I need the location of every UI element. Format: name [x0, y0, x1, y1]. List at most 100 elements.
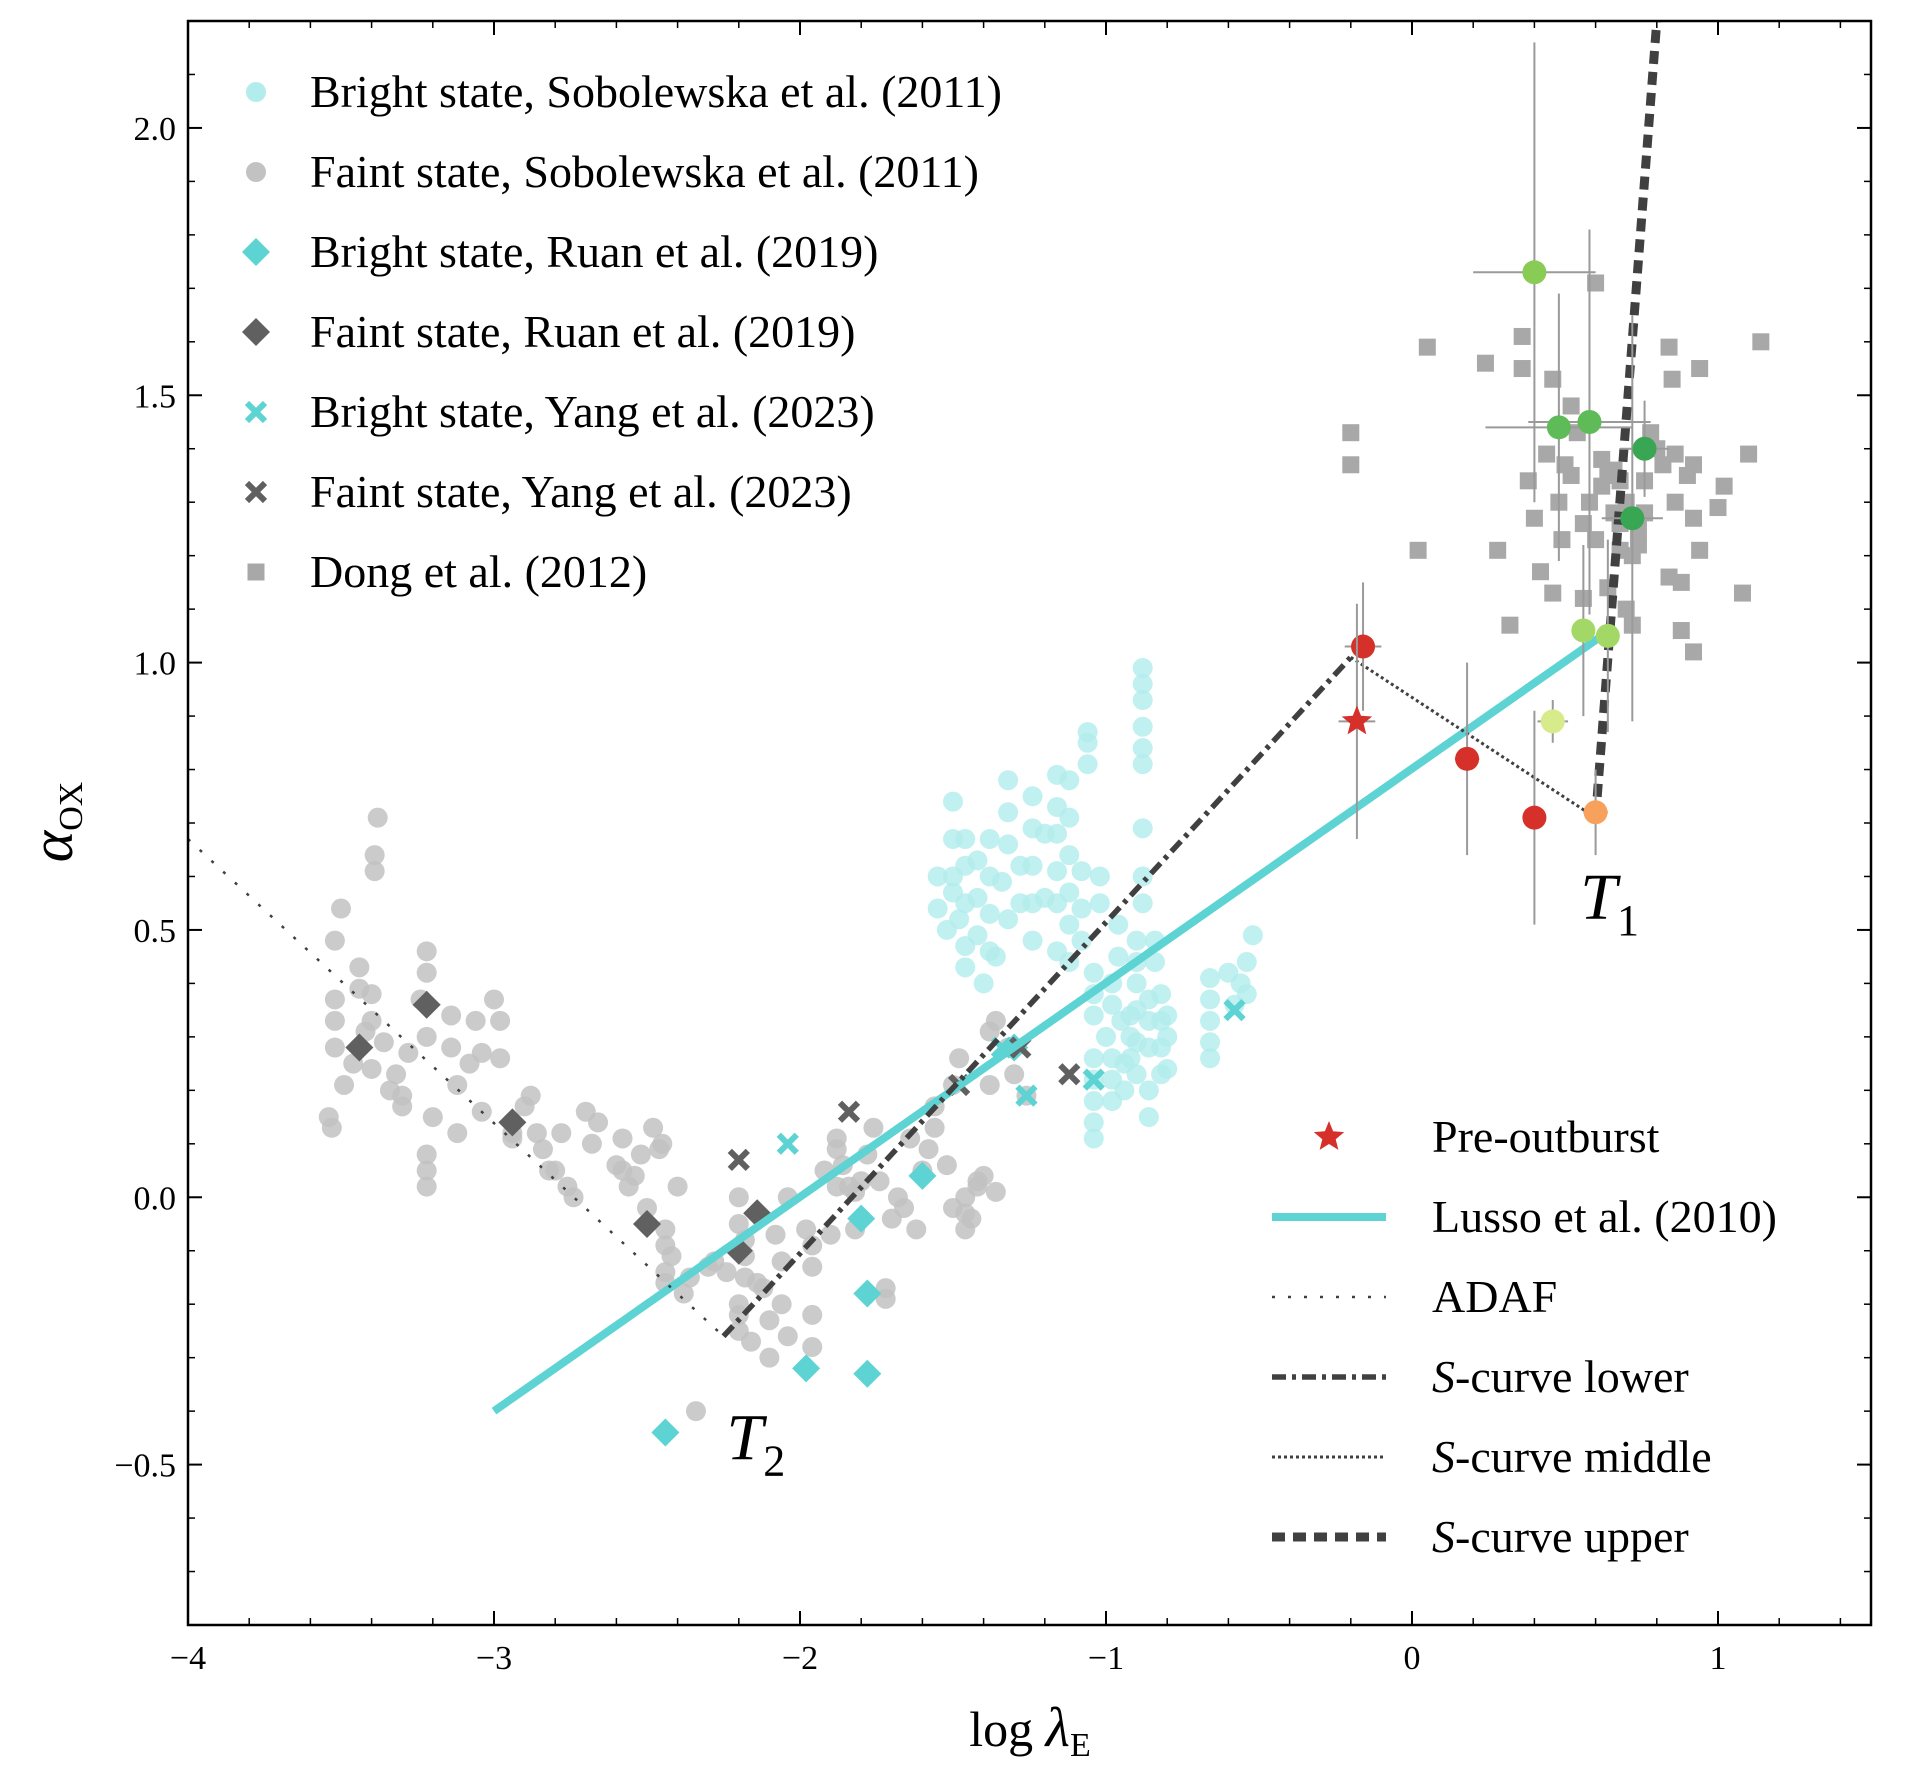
data-point [667, 1176, 688, 1197]
data-point [412, 990, 441, 1019]
data-point [1059, 845, 1080, 866]
data-point [906, 1219, 927, 1240]
data-point [321, 1117, 342, 1138]
data-point [1157, 1026, 1178, 1047]
data-point [1077, 754, 1098, 775]
data-point [949, 1048, 970, 1069]
data-point [1132, 754, 1153, 775]
series-faint-state-sobolewska-et-al-2011- [318, 807, 1037, 1422]
data-point [1200, 968, 1221, 989]
series-bright-state-sobolewska-et-al-2011- [927, 657, 1263, 1149]
data-point [1519, 472, 1537, 490]
data-point [1138, 1080, 1159, 1101]
data-point [1666, 493, 1684, 511]
data-point [441, 1005, 462, 1026]
data-point [1200, 1048, 1221, 1069]
outburst-marker [1522, 805, 1547, 830]
data-point [991, 871, 1012, 892]
data-point [985, 1010, 1006, 1031]
data-point [802, 1235, 823, 1256]
data-point [612, 1128, 633, 1149]
data-point [1629, 536, 1647, 554]
data-point [324, 930, 345, 951]
y-tick-label: 2.0 [134, 111, 177, 148]
data-point [967, 850, 988, 871]
legend-label: Bright state, Yang et al. (2023) [310, 386, 875, 437]
data-point [716, 1262, 737, 1283]
data-point [927, 898, 948, 919]
outburst-marker [1522, 260, 1547, 285]
outburst-marker [1595, 623, 1620, 648]
data-point [1236, 984, 1257, 1005]
data-point [1672, 622, 1690, 640]
data-point [728, 1214, 749, 1234]
data-point [967, 925, 988, 946]
data-point [973, 973, 994, 994]
data-point [1022, 786, 1043, 807]
data-point [1071, 898, 1092, 919]
legend-label: Pre-outburst [1432, 1111, 1660, 1162]
data-point [1132, 690, 1153, 711]
data-point [1071, 930, 1092, 951]
x-tick-label: 1 [1710, 1640, 1727, 1677]
data-point [853, 1279, 882, 1308]
data-point [1071, 861, 1092, 882]
data-point [765, 1224, 786, 1245]
data-point [1015, 1084, 1038, 1107]
legend-marker [1313, 1121, 1345, 1150]
line-s-curve-middle [1349, 656, 1597, 819]
data-point [949, 909, 970, 930]
data-point [1666, 445, 1684, 463]
data-point [837, 1100, 861, 1123]
x-tick-label: 0 [1404, 1640, 1421, 1677]
data-point [1120, 1048, 1141, 1069]
data-point [1513, 360, 1531, 378]
data-point [979, 903, 1000, 924]
data-point [1553, 531, 1571, 549]
legend-marker [244, 480, 268, 504]
data-point [1047, 861, 1068, 882]
x-tick-label: −4 [170, 1640, 206, 1677]
data-point [1083, 1128, 1104, 1149]
data-point [361, 984, 382, 1005]
data-point [1083, 1112, 1104, 1133]
outburst-marker [1546, 415, 1571, 440]
data-point [826, 1139, 847, 1160]
data-point [1059, 807, 1080, 828]
data-point [1709, 499, 1727, 517]
data-point [416, 1160, 437, 1181]
data-point [532, 1139, 553, 1160]
legends: Bright state, Sobolewska et al. (2011) Fa… [242, 66, 1777, 1562]
line-adaf [188, 838, 725, 1338]
data-point [624, 1165, 645, 1186]
data-point [324, 989, 345, 1010]
pre-outburst-point [1338, 603, 1376, 840]
data-point [1022, 930, 1043, 951]
data-point [441, 1037, 462, 1058]
data-point [1108, 946, 1129, 967]
data-point [1102, 994, 1123, 1015]
data-point [416, 1176, 437, 1197]
data-point [1200, 1010, 1221, 1031]
data-point [1132, 893, 1153, 914]
plot-area [188, 21, 1770, 1447]
legend-marker [244, 400, 268, 424]
data-point [471, 1042, 492, 1063]
data-point [1685, 509, 1703, 527]
data-point [1513, 327, 1531, 345]
data-point [802, 1256, 823, 1277]
data-point [1501, 616, 1519, 634]
data-point [484, 989, 504, 1010]
data-point [998, 834, 1019, 855]
data-point [1151, 984, 1172, 1005]
data-point [1059, 770, 1080, 791]
data-point [1672, 573, 1690, 591]
data-point [820, 1224, 841, 1245]
data-point [728, 1304, 749, 1325]
legend-label: ADAF [1432, 1271, 1557, 1322]
data-point [367, 807, 388, 828]
y-tick-label: 0.5 [134, 913, 177, 950]
data-point [1223, 999, 1246, 1022]
data-point [1242, 925, 1263, 946]
data-point [465, 1010, 486, 1031]
